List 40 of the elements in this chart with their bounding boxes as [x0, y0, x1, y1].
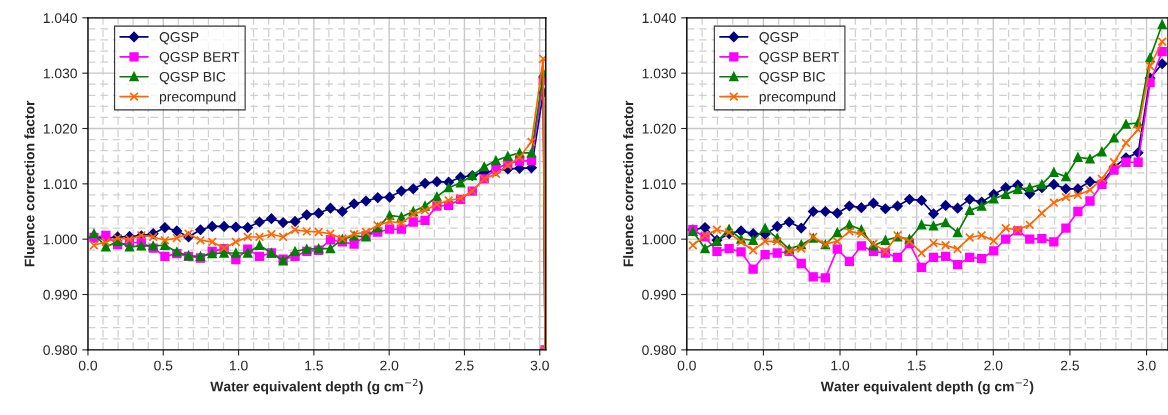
y-tick-label: 1.010: [642, 179, 676, 190]
x-tick-label: 3.0: [1137, 360, 1156, 371]
x-tick-label: 2.0: [380, 360, 399, 371]
y-tick-label: 0.990: [43, 289, 77, 300]
x-tick-label: 1.5: [908, 360, 926, 371]
legend-label: precompund: [759, 91, 836, 105]
y-axis-title: Fluence correction factor: [24, 100, 35, 267]
legend-label: QGSP: [759, 32, 799, 45]
legend-label: precompund: [159, 91, 236, 105]
x-tick-label: 0.5: [154, 360, 173, 371]
legend-label: QGSP: [159, 32, 199, 45]
y-tick-label: 0.980: [43, 345, 77, 356]
legend-label: QGSP BIC: [759, 71, 826, 85]
legend-label: QGSP BERT: [759, 51, 840, 65]
x-tick-label: 1.0: [831, 360, 850, 371]
x-tick-label: 0.0: [677, 360, 696, 371]
x-tick-label: 1.5: [305, 360, 323, 371]
y-tick-label: 1.040: [642, 13, 676, 24]
x-axis-title: Water equivalent depth (g cm$^{−2}$): [210, 378, 423, 395]
x-tick-label: 2.5: [455, 360, 474, 371]
x-tick-label: 2.5: [1060, 360, 1079, 371]
y-tick-label: 1.010: [43, 179, 77, 190]
x-tick-label: 1.0: [229, 360, 248, 371]
x-tick-label: 3.0: [530, 360, 549, 371]
x-axis-title: Water equivalent depth (g cm$^{−2}$): [820, 378, 1034, 395]
x-tick-label: 2.0: [984, 360, 1003, 371]
y-tick-label: 1.000: [43, 234, 77, 245]
x-tick-label: 0.5: [754, 360, 773, 371]
y-tick-label: 1.030: [642, 68, 676, 79]
y-tick-label: 1.040: [43, 13, 77, 24]
y-tick-label: 0.980: [642, 345, 676, 356]
y-tick-label: 1.030: [43, 68, 77, 79]
y-tick-label: 1.000: [642, 234, 676, 245]
x-tick-label: 0.0: [78, 360, 98, 371]
y-tick-label: 1.020: [642, 123, 676, 134]
legend-label: QGSP BIC: [159, 71, 226, 85]
y-tick-label: 1.020: [43, 123, 77, 134]
y-axis-title: Fluence correction factor: [623, 100, 634, 267]
y-tick-label: 0.990: [642, 289, 676, 300]
legend-label: QGSP BERT: [159, 51, 240, 65]
